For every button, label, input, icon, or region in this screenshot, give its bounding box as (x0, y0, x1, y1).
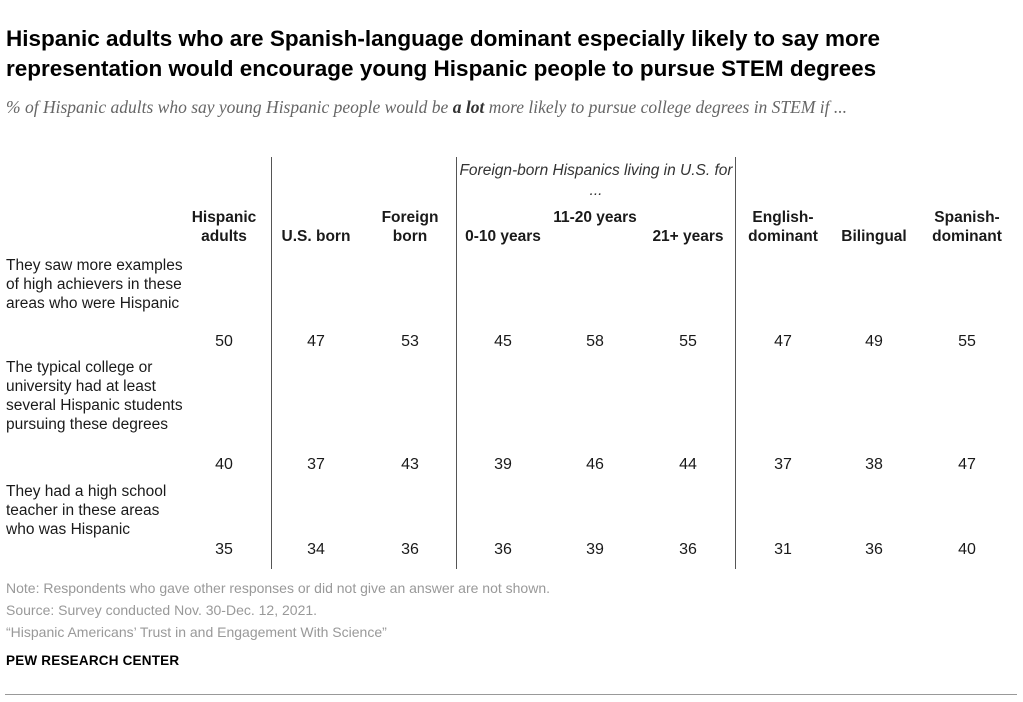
row-label: The typical college or university had at… (6, 359, 183, 433)
table-cell: 45 (494, 333, 512, 350)
column-header-y0-10: 0-10 years (465, 228, 541, 245)
column-header-y21-plus: 21+ years (652, 228, 724, 245)
column-header-bilingual: Bilingual (841, 228, 907, 245)
table-cell: 34 (307, 541, 325, 558)
chart-subtitle: % of Hispanic adults who say young Hispa… (6, 95, 1016, 119)
table-cell: 36 (401, 541, 419, 558)
column-header-english-dominant: English-dominant (748, 209, 818, 245)
footnote: Note: Respondents who gave other respons… (6, 580, 550, 596)
table-cell: 55 (679, 333, 697, 350)
table-cell: 44 (679, 456, 697, 473)
table-cell: 36 (679, 541, 697, 558)
table-cell: 47 (958, 456, 976, 473)
divider-nativity (456, 157, 457, 569)
table-cell: 47 (307, 333, 325, 350)
table-cell: 36 (494, 541, 512, 558)
table-cell: 58 (586, 333, 604, 350)
column-header-hispanic-adults: Hispanic adults (191, 209, 257, 245)
table-cell: 40 (958, 541, 976, 558)
table-cell: 37 (307, 456, 325, 473)
table-cell: 38 (865, 456, 883, 473)
bottom-divider (5, 694, 1017, 695)
table-cell: 36 (865, 541, 883, 558)
table-cell: 39 (586, 541, 604, 558)
table-cell: 47 (774, 333, 792, 350)
table-cell: 49 (865, 333, 883, 350)
report-title: “Hispanic Americans’ Trust in and Engage… (6, 624, 387, 640)
table-cell: 55 (958, 333, 976, 350)
source-note: Source: Survey conducted Nov. 30-Dec. 12… (6, 602, 318, 618)
divider-language (735, 157, 736, 569)
group-header-foreign-born: Foreign-born Hispanics living in U.S. fo… (459, 162, 733, 199)
column-header-foreign-born: Foreign born (381, 209, 439, 245)
row-label: They saw more examples of high achievers… (6, 257, 183, 312)
chart-title: Hispanic adults who are Spanish-language… (6, 26, 881, 81)
column-header-y11-20: 11-20 years (553, 209, 637, 226)
table-cell: 43 (401, 456, 419, 473)
table-cell: 39 (494, 456, 512, 473)
subtitle-emphasis: a lot (452, 97, 485, 117)
table-cell: 53 (401, 333, 419, 350)
row-label: They had a high school teacher in these … (6, 483, 167, 538)
table-cell: 37 (774, 456, 792, 473)
subtitle-text-before: % of Hispanic adults who say young Hispa… (6, 97, 453, 117)
table-cell: 35 (215, 541, 233, 558)
table-cell: 31 (774, 541, 792, 558)
column-header-us-born: U.S. born (281, 228, 351, 245)
pew-logo-text: PEW RESEARCH CENTER (6, 653, 180, 668)
subtitle-text-after: more likely to pursue college degrees in… (484, 97, 848, 117)
divider-hispanic-adults (271, 157, 272, 569)
table-cell: 46 (586, 456, 604, 473)
table-cell: 40 (215, 456, 233, 473)
column-header-spanish-dominant: Spanish-dominant (932, 209, 1002, 245)
table-cell: 50 (215, 333, 233, 350)
